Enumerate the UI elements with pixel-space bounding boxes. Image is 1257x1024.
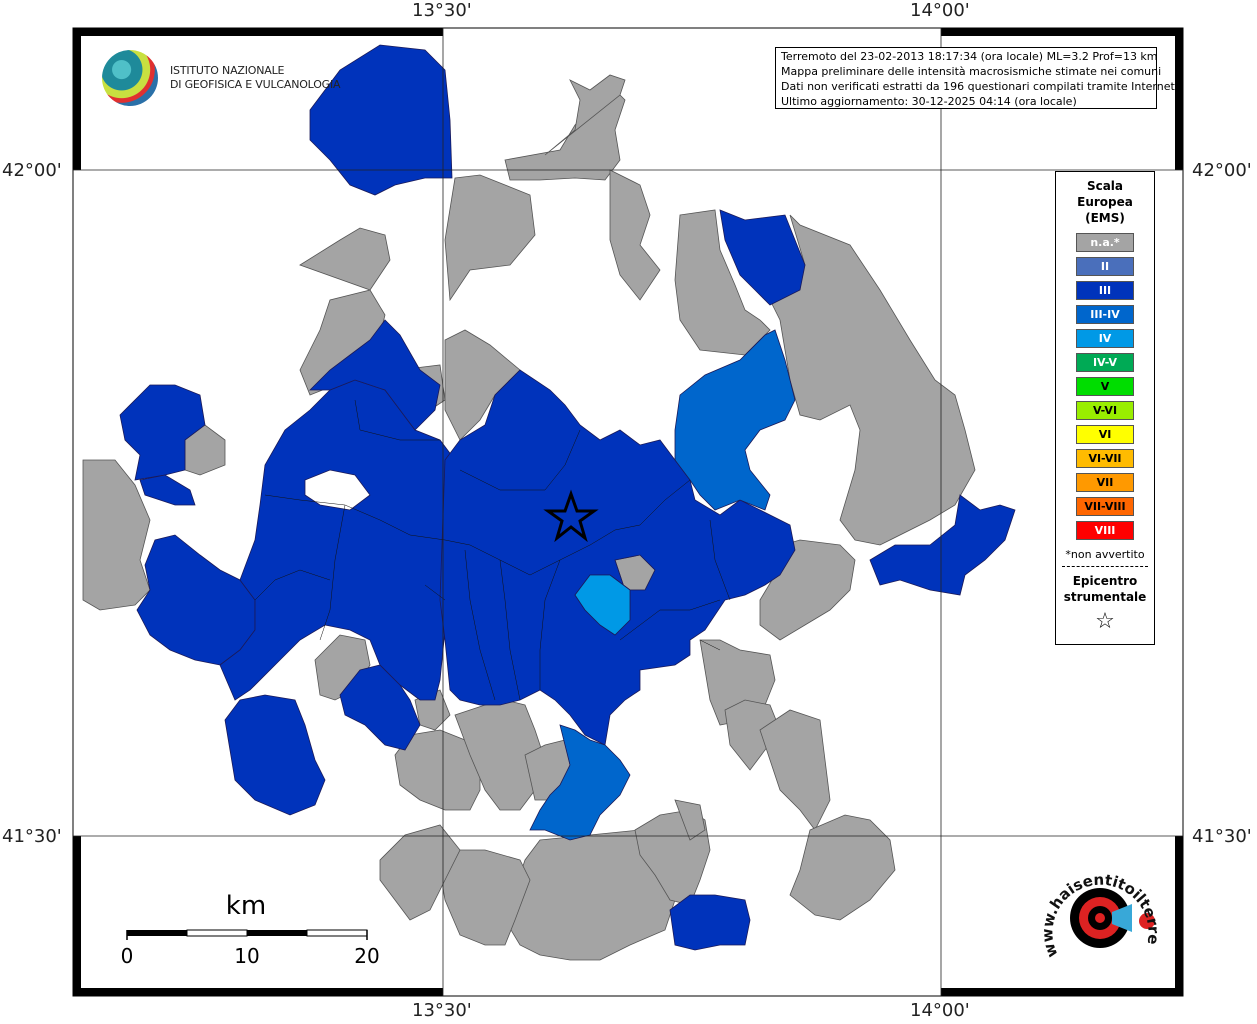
municipalities-not-felt [82, 74, 976, 961]
tick-top-1400: 14°00' [910, 0, 970, 21]
info-line-4: Ultimo aggiornamento: 30-12-2025 04:14 (… [781, 95, 1077, 108]
legend-epicentro-1: Epicentro [1072, 574, 1138, 588]
legend-item-iv: IV [1076, 329, 1134, 348]
legend-title-2: Europea [1077, 195, 1133, 209]
municipal-boundaries [254, 399, 731, 701]
scale-bar: km 0 10 20 [121, 891, 380, 968]
legend-note: *non avvertito [1065, 548, 1145, 561]
tick-right-4200: 42°00' [1192, 160, 1252, 181]
legend-item-ii: II [1076, 257, 1134, 276]
ingv-logo-line2: DI GEOFISICA E VULCANOLOGIA [170, 78, 341, 91]
legend-item-vi: VI [1076, 425, 1134, 444]
legend-item-v: V [1076, 377, 1134, 396]
tick-bottom-1400: 14°00' [910, 1000, 970, 1021]
legend-separator [1062, 566, 1148, 567]
legend-star-icon: ☆ [1095, 609, 1115, 634]
legend-item-iii: III [1076, 281, 1134, 300]
municipalities-intensity-iii-iv [529, 329, 796, 841]
epicenter-star-icon [543, 489, 599, 543]
municipalities-intensity-iii [119, 44, 1016, 951]
scale-label-0: 0 [121, 944, 134, 968]
tick-left-4130: 41°30' [2, 826, 62, 847]
tick-bottom-1330: 13°30' [412, 1000, 472, 1021]
haisentitoilterremoto-logo: www.haisentitoilterremoto.it [1038, 860, 1163, 960]
earthquake-info-box: Terremoto del 23-02-2013 18:17:34 (ora l… [775, 47, 1179, 109]
legend-item-viii: VIII [1076, 521, 1134, 540]
legend-item-vi-vii: VI-VII [1076, 449, 1134, 468]
ems-legend: Scala Europea (EMS) n.a.* II III III-IV IV IV… [1055, 171, 1155, 645]
info-line-1: Terremoto del 23-02-2013 18:17:34 (ora l… [781, 50, 1158, 63]
municipalities-intensity-iv [574, 574, 631, 636]
tick-top-1330: 13°30' [412, 0, 472, 21]
info-line-2: Mappa preliminare delle intensità macros… [781, 65, 1162, 78]
info-line-3: Dati non verificati estratti da 196 ques… [781, 80, 1179, 93]
legend-item-vii-viii: VII-VIII [1076, 497, 1134, 516]
ingv-logo: ISTITUTO NAZIONALE DI GEOFISICA E VULCAN… [100, 48, 341, 110]
legend-title-1: Scala [1086, 179, 1124, 193]
graticule [73, 28, 1183, 996]
frame-border [73, 28, 1183, 996]
legend-items: n.a.* II III III-IV IV IV-V V V-VI VI VI-VII VII VI… [1056, 233, 1154, 540]
legend-title-3: (EMS) [1085, 211, 1125, 225]
scale-label-20: 20 [354, 944, 379, 968]
scale-label-10: 10 [234, 944, 259, 968]
legend-epicentro-2: strumentale [1063, 590, 1147, 604]
globe-icon [102, 50, 158, 106]
ingv-logo-line1: ISTITUTO NAZIONALE [170, 64, 285, 77]
legend-item-iii-iv: III-IV [1076, 305, 1134, 324]
legend-item-vii: VII [1076, 473, 1134, 492]
tick-right-4130: 41°30' [1192, 826, 1252, 847]
legend-item-iv-v: IV-V [1076, 353, 1134, 372]
legend-item-n-a-: n.a.* [1076, 233, 1134, 252]
scale-unit: km [226, 891, 266, 921]
legend-item-v-vi: V-VI [1076, 401, 1134, 420]
tick-left-4200: 42°00' [2, 160, 62, 181]
